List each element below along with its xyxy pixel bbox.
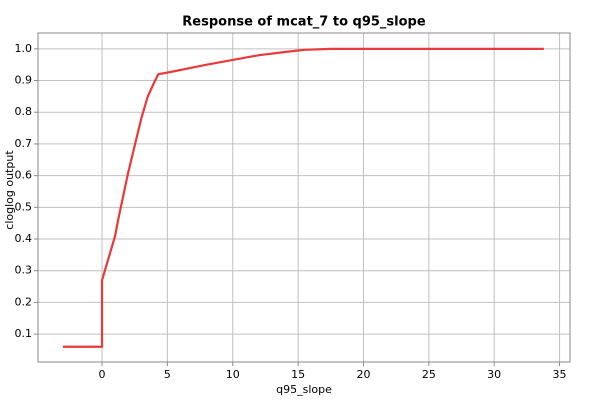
y-axis-label: cloglog output bbox=[3, 150, 16, 230]
y-tick-label: 0.7 bbox=[15, 137, 33, 150]
y-tick-label: 0.9 bbox=[15, 74, 33, 87]
plot-frame bbox=[37, 32, 571, 363]
response-line bbox=[62, 47, 544, 348]
x-tick-label: 20 bbox=[356, 368, 370, 381]
y-tick-label: 0.5 bbox=[15, 200, 33, 213]
y-tick-label: 0.6 bbox=[15, 169, 33, 182]
x-tick-label: 10 bbox=[226, 368, 240, 381]
x-tick-label: 25 bbox=[422, 368, 436, 381]
chart-title: Response of mcat_7 to q95_slope bbox=[182, 15, 426, 30]
x-axis-label: q95_slope bbox=[276, 383, 332, 396]
x-tick-label: 15 bbox=[291, 368, 305, 381]
y-tick-label: 0.2 bbox=[15, 295, 33, 308]
y-tick-label: 0.4 bbox=[15, 232, 33, 245]
y-tick-label: 0.8 bbox=[15, 105, 33, 118]
x-tick-label: 0 bbox=[99, 368, 106, 381]
x-tick-label: 35 bbox=[553, 368, 567, 381]
y-tick-label: 0.3 bbox=[15, 264, 33, 277]
x-tick-label: 5 bbox=[164, 368, 171, 381]
x-tick-label: 30 bbox=[487, 368, 501, 381]
y-tick-label: 0.1 bbox=[15, 327, 33, 340]
y-tick-label: 1.0 bbox=[15, 42, 33, 55]
